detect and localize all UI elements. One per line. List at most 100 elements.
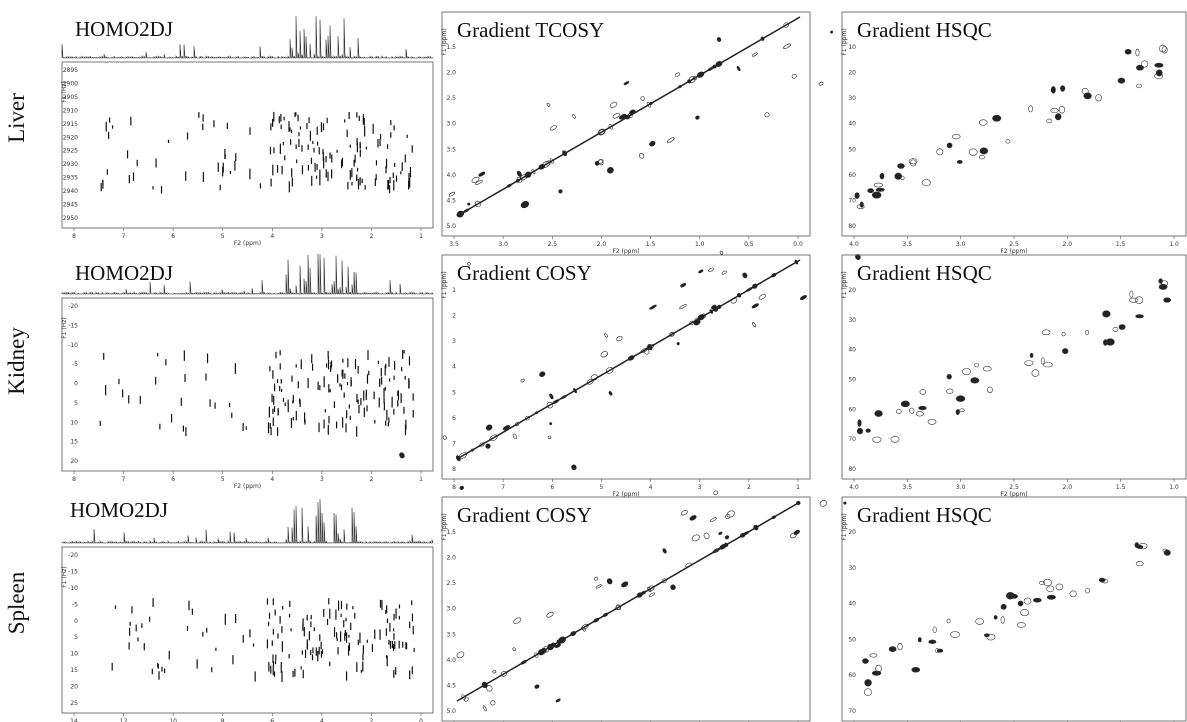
spectrum-panel: Gradient HSQC4.03.53.02.52.01.51.0203040… (841, 496, 1187, 722)
peak (979, 147, 989, 155)
peak (459, 485, 464, 490)
y-tick-label: 30 (848, 95, 856, 102)
peak (873, 182, 884, 188)
peak (590, 374, 598, 381)
y-axis-label: F1 (ppm) (841, 513, 848, 540)
y-tick-label: 2950 (63, 215, 78, 222)
x-tick-label: 2 (370, 233, 374, 240)
peak (475, 179, 483, 185)
peak (478, 171, 486, 177)
peak (1046, 118, 1053, 124)
x-tick-label: 6 (270, 718, 274, 722)
y-tick-label: 10 (70, 419, 78, 426)
x-tick-label: 3.5 (449, 241, 459, 248)
y-tick-label: -10 (68, 585, 78, 592)
x-tick-label: 7 (501, 484, 505, 491)
peak (562, 150, 567, 157)
peak (854, 192, 860, 199)
peak (970, 377, 980, 384)
y-tick-label: -20 (68, 552, 78, 559)
peak (1043, 578, 1053, 587)
peak (1161, 46, 1168, 54)
peak (783, 43, 791, 50)
y-tick-label: 3.5 (446, 631, 456, 638)
peak (649, 304, 657, 310)
peak (927, 418, 937, 425)
peak (1050, 86, 1056, 94)
y-tick-label: 2895 (63, 67, 78, 74)
peak (752, 322, 756, 328)
x-tick-label: 2.0 (1063, 241, 1073, 248)
peak (691, 534, 700, 542)
y-tick-label: 4.0 (446, 657, 456, 664)
peak (597, 159, 604, 165)
peak (911, 666, 921, 673)
y-tick-label: 5 (74, 400, 78, 407)
peak (680, 283, 687, 288)
peak (726, 510, 735, 518)
peak (1117, 77, 1126, 84)
row-label: Liver (4, 93, 29, 143)
peak (474, 200, 481, 208)
x-tick-label: 2.0 (1063, 484, 1073, 491)
peak (661, 578, 667, 584)
x-tick-label: 4 (320, 718, 324, 722)
peak (718, 531, 723, 535)
peak (549, 422, 553, 426)
peak (1163, 297, 1172, 303)
peak (864, 679, 872, 687)
plot-frame (441, 254, 811, 480)
y-tick-label: 20 (70, 458, 78, 465)
peak (1135, 48, 1140, 57)
y-tick-label: 2.5 (446, 95, 456, 102)
peak (915, 411, 924, 417)
y-tick-label: 60 (848, 172, 856, 179)
peak (959, 408, 965, 413)
y-tick-label: 25 (70, 700, 78, 707)
peak (764, 112, 770, 118)
peak (871, 191, 882, 199)
peak (485, 424, 493, 431)
peak (628, 355, 635, 361)
peak (539, 371, 546, 377)
peak (549, 125, 557, 131)
peak (730, 297, 738, 304)
peak (955, 409, 960, 416)
y-tick-label: 3.0 (446, 121, 456, 128)
x-tick-label: 1.5 (646, 241, 656, 248)
peak (1016, 622, 1026, 628)
peak (921, 179, 931, 187)
y-tick-label: 40 (848, 121, 856, 128)
peak (737, 293, 742, 298)
peak (670, 331, 675, 337)
peak (547, 435, 552, 440)
peak (695, 115, 700, 120)
peak (1129, 290, 1134, 298)
peak (1017, 600, 1024, 607)
x-tick-label: 7 (122, 476, 126, 483)
peak (1054, 113, 1062, 121)
peak (719, 543, 727, 550)
peak (1095, 94, 1102, 102)
x-tick-label: 1 (419, 233, 423, 240)
y-tick-label: 2905 (63, 94, 78, 101)
peak (646, 101, 651, 108)
x-tick-label: 5 (221, 476, 225, 483)
y-tick-label: 1.5 (446, 529, 456, 536)
peak (936, 148, 944, 156)
x-tick-label: 4 (270, 476, 274, 483)
peak (856, 427, 864, 435)
peak (546, 611, 554, 618)
y-tick-label: 4.5 (446, 682, 456, 689)
peak (711, 304, 717, 310)
peak (719, 250, 724, 255)
y-tick-label: 5.0 (446, 223, 456, 230)
peak (1029, 352, 1034, 358)
peak (616, 604, 622, 611)
peak (946, 618, 951, 624)
peak (919, 389, 927, 395)
peak (975, 618, 984, 625)
peak (855, 254, 861, 261)
peak (1161, 280, 1169, 287)
